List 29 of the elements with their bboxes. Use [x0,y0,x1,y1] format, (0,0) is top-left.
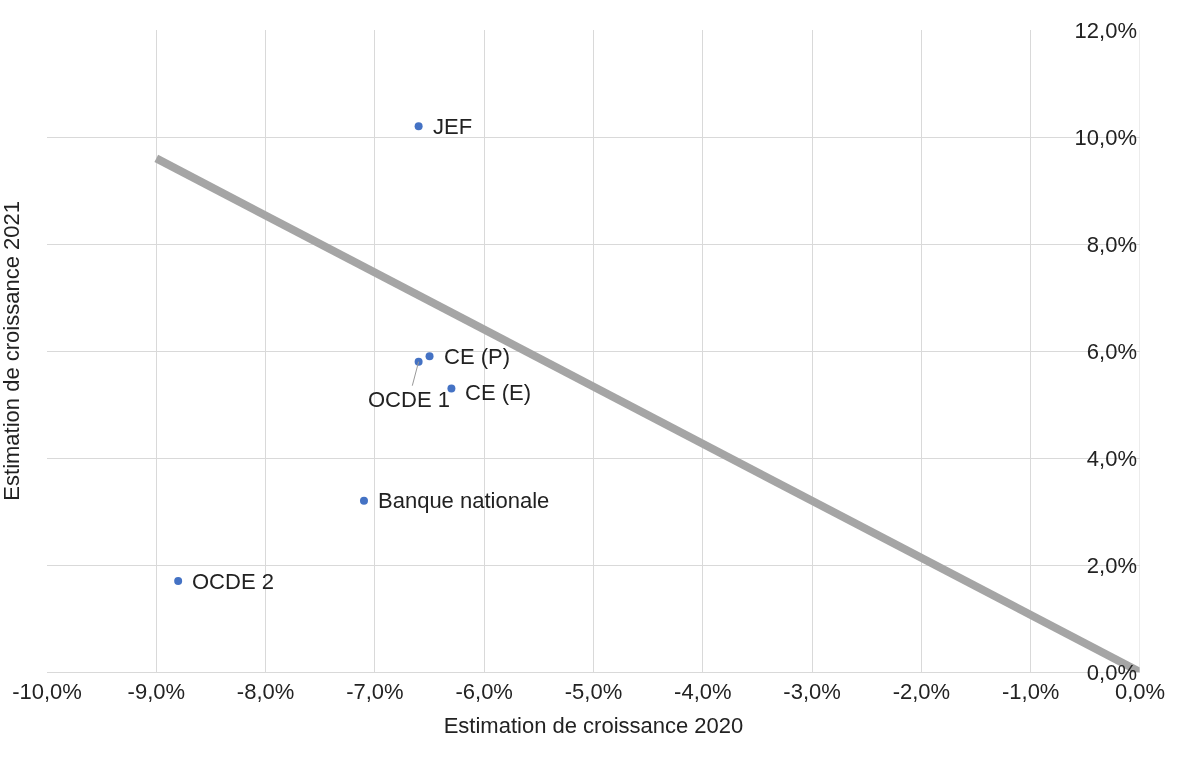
y-tick-label: 12,0% [1074,17,1137,43]
x-tick-label: -9,0% [127,679,186,705]
y-tick-label: 4,0% [1086,445,1137,471]
point [414,122,423,131]
x-tick-label: -10,0% [12,679,82,705]
y-tick-label: 8,0% [1086,231,1137,257]
annotation: OCDE 2 [192,569,274,594]
annotation: CE (P) [444,344,510,369]
point [174,577,183,586]
x-tick-label: -4,0% [674,679,732,705]
annotation: OCDE 1 [368,387,450,412]
annotation: JEF [433,114,473,139]
y-axis-title: Estimation de croissance 2021 [0,201,24,501]
x-tick-label: -3,0% [783,679,841,705]
point [359,496,368,505]
x-tick-label: -7,0% [346,679,404,705]
y-tick-label: 10,0% [1074,124,1137,150]
point [447,384,456,393]
annotation: Banque nationale [378,488,550,513]
x-tick-label: -8,0% [236,679,295,705]
y-tick-label: 6,0% [1086,338,1137,364]
x-tick-label: -5,0% [564,679,623,705]
y-tick-label: 2,0% [1086,552,1137,578]
x-tick-label: -2,0% [892,679,951,705]
point [425,352,434,361]
annotation: CE (E) [465,380,531,405]
x-axis-title: Estimation de croissance 2020 [443,713,744,739]
x-tick-label: -1,0% [1001,679,1060,705]
x-tick-label: -6,0% [455,679,513,705]
